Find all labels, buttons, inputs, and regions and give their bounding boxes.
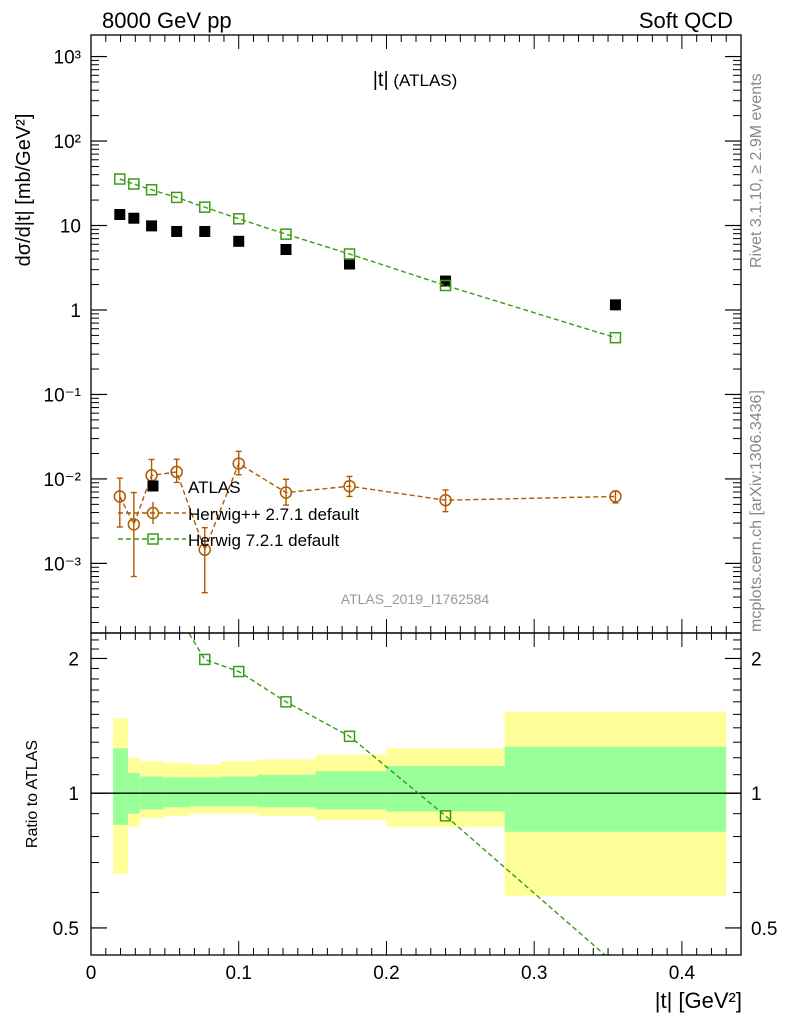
x-tick-label: 0.2 (373, 963, 399, 984)
data-point (343, 479, 356, 493)
y-tick-label: 10³ (54, 48, 81, 69)
ratio-y-tick-label: 2 (68, 649, 79, 670)
x-tick-label: 0 (86, 963, 97, 984)
inner-band-bin (221, 776, 258, 807)
ratio-uncertainty-bands (113, 711, 727, 896)
data-point (114, 209, 126, 221)
inner-band-bin (189, 777, 221, 807)
data-point (280, 243, 292, 255)
data-point (115, 600, 125, 610)
legend: ATLAS Herwig++ 2.7.1 default Herwig 7.2.1 … (118, 478, 359, 550)
y-tick-label: 10 (60, 217, 81, 238)
data-point (343, 730, 356, 743)
inner-band-bin (163, 777, 190, 808)
data-point (145, 184, 158, 196)
data-point (172, 608, 182, 618)
data-point (199, 653, 211, 666)
data-point (171, 225, 183, 237)
y-tick-label: 10⁻³ (44, 554, 82, 575)
data-point (147, 533, 159, 545)
data-point (439, 493, 452, 507)
ratio-y-tick-label-right: 1 (751, 784, 762, 805)
ratio-y-tick-label: 1 (68, 784, 79, 805)
data-point (344, 258, 356, 270)
y-tick-label: 10⁻² (44, 470, 82, 491)
x-tick-label: 0.1 (226, 963, 252, 984)
data-point (170, 191, 183, 204)
legend-label: ATLAS (188, 478, 241, 497)
main-y-axis-title: dσ/d|t| [mb/GeV²] (13, 114, 35, 267)
data-point (232, 213, 245, 225)
inner-band-bin (113, 748, 128, 825)
title-rest: (ATLAS) (389, 71, 458, 90)
axis-ticks: 10³ 10² 10 1 10⁻¹ 10⁻² 10⁻³ 0 0.1 0.2 0.3 0.4 0.5 0.5… (44, 35, 777, 984)
legend-label: Herwig 7.2.1 default (188, 531, 339, 550)
data-point (128, 178, 140, 190)
data-point (232, 457, 245, 470)
data-point (609, 331, 622, 344)
data-point (199, 201, 211, 213)
y-tick-label: 10⁻¹ (44, 385, 82, 406)
ratio-panel-series (115, 597, 620, 969)
data-point (114, 173, 126, 185)
data-point (609, 490, 622, 503)
y-tick-label: 1 (70, 301, 81, 322)
data-point (129, 607, 139, 617)
main-panel-title: |t| (ATLAS) (373, 69, 458, 91)
ratio-y-axis-label: Ratio to ATLAS (24, 740, 41, 848)
main-panel-series (113, 173, 622, 594)
inner-band-bin (257, 774, 316, 808)
data-point (610, 959, 620, 969)
data-point (113, 490, 127, 503)
x-axis-label: |t| [GeV²] (655, 988, 742, 1013)
data-point (198, 543, 211, 557)
ratio-y-tick-label-right: 2 (751, 649, 762, 670)
data-point (439, 810, 452, 822)
data-point (280, 696, 292, 708)
data-point (279, 486, 293, 499)
header-right-label: Soft QCD (638, 8, 733, 33)
data-point (147, 480, 159, 492)
series-line (188, 633, 607, 955)
inner-band-bin (504, 746, 727, 832)
inner-band-bin (386, 766, 505, 812)
data-point (146, 506, 160, 520)
data-point (280, 228, 292, 240)
data-point (343, 248, 356, 260)
data-point (128, 212, 140, 224)
y-tick-label: 10² (54, 132, 81, 153)
ratio-y-axis-title: Ratio to ATLAS (24, 740, 41, 848)
ratio-y-tick-label: 0.5 (53, 919, 79, 940)
data-point (127, 518, 141, 531)
header-left-label: 8000 GeV pp (102, 8, 232, 33)
analysis-watermark: ATLAS_2019_I1762584 (341, 591, 490, 607)
data-point (233, 235, 245, 247)
x-tick-label: 0.3 (521, 963, 547, 984)
x-tick-label: 0.4 (669, 963, 696, 984)
y-axis-label-text: dσ/d|t| [mb/GeV²] (13, 114, 35, 267)
title-t-symbol: |t| (373, 69, 389, 91)
data-point (199, 225, 211, 237)
series-line (119, 178, 616, 339)
series-line (119, 462, 616, 552)
data-point (147, 597, 157, 607)
data-point (609, 299, 621, 311)
data-point (146, 220, 158, 232)
ratio-y-tick-label-right: 0.5 (751, 919, 777, 940)
data-point (170, 465, 183, 479)
inner-band-bin (315, 771, 387, 810)
legend-label: Herwig++ 2.7.1 default (188, 505, 359, 524)
data-point (232, 665, 245, 678)
data-point (439, 279, 452, 292)
